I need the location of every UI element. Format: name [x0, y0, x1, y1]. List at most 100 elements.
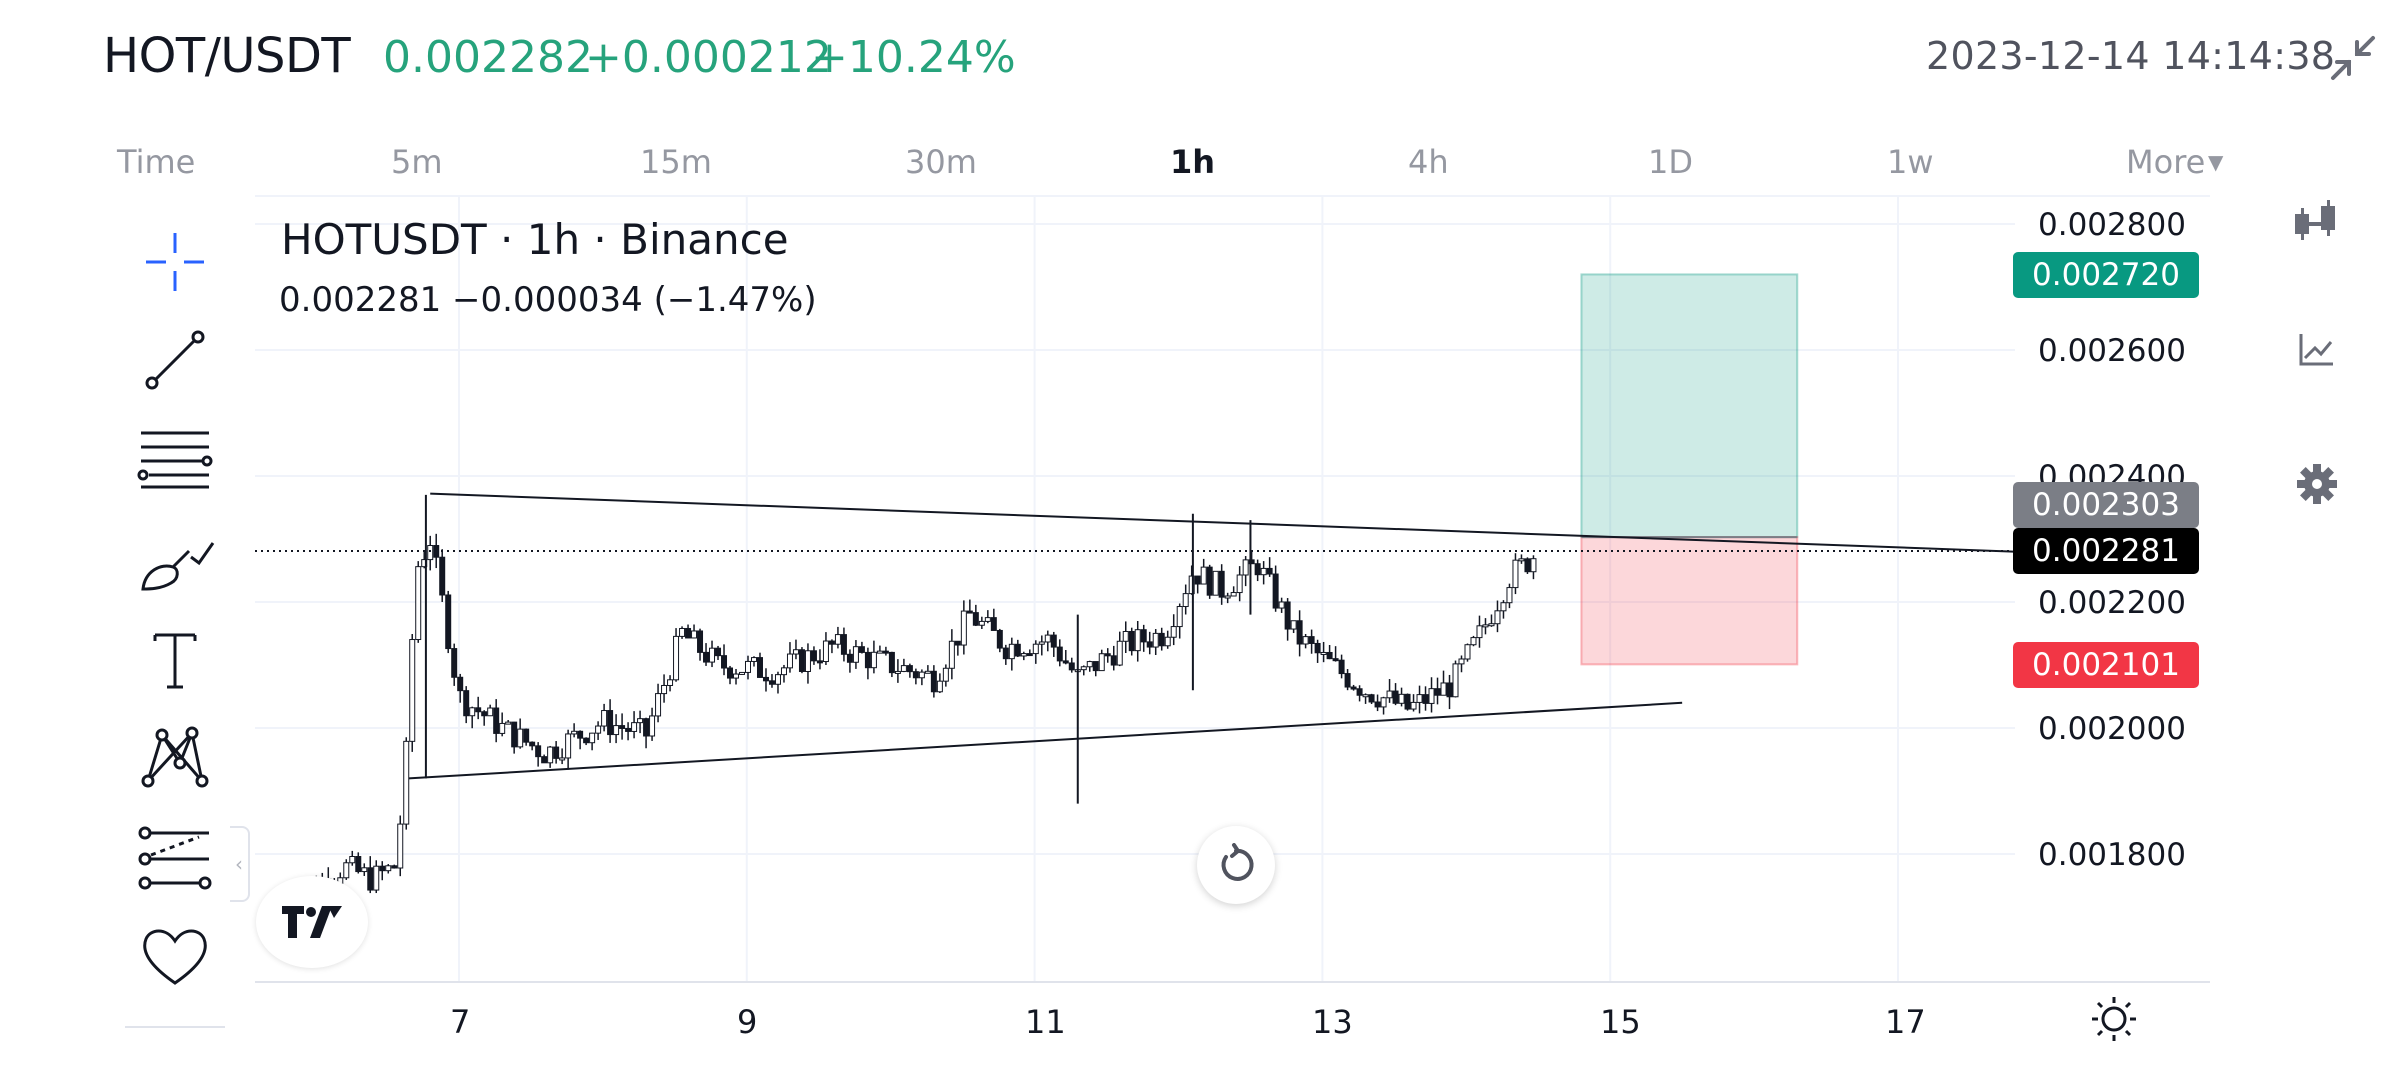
text-icon — [153, 633, 197, 689]
brush-tool[interactable] — [130, 522, 220, 602]
tradingview-logo[interactable] — [256, 876, 368, 968]
candle-body — [1218, 570, 1225, 598]
fib-retracement-tool[interactable] — [130, 418, 220, 498]
tab-more[interactable]: More — [2126, 143, 2206, 181]
candle-body — [613, 725, 620, 736]
y-tick-label: 0.002800 — [2038, 207, 2186, 243]
candle-body — [1284, 601, 1291, 630]
chart-legend-title[interactable]: HOTUSDT · 1h · Binance — [281, 215, 789, 264]
candle-body — [870, 651, 877, 669]
y-tick-label: 0.002000 — [2038, 711, 2186, 747]
pattern-tool[interactable] — [130, 716, 220, 796]
indicators-icon — [2299, 334, 2333, 366]
candle-body — [852, 646, 859, 663]
candle-body — [864, 651, 871, 669]
candle-body — [816, 660, 823, 664]
candle-body — [996, 629, 1003, 649]
candle-body — [1056, 646, 1063, 662]
candle-body — [1050, 634, 1057, 648]
theme-toggle-button[interactable] — [2090, 995, 2138, 1043]
candle-body — [1308, 636, 1315, 644]
candle-body — [1350, 686, 1357, 690]
tab-1h[interactable]: 1h — [1170, 143, 1216, 181]
tab-time[interactable]: Time — [117, 143, 196, 181]
x-tick-label: 9 — [737, 1003, 758, 1041]
tab-15m[interactable]: 15m — [640, 143, 712, 181]
symbol-title[interactable]: HOT/USDT — [103, 28, 351, 84]
toolbar-collapse-tab[interactable]: ‹ — [230, 826, 250, 902]
candle-body — [667, 679, 674, 686]
candle-body — [1140, 629, 1147, 643]
stop-loss-zone — [1580, 536, 1799, 666]
chart-legend-values: 0.002281 −0.000034 (−1.47%) — [279, 280, 817, 320]
settings-button[interactable] — [2285, 452, 2349, 516]
candle-body — [1008, 643, 1015, 660]
reset-chart-button[interactable] — [1197, 826, 1275, 904]
candle-body — [367, 867, 374, 891]
candle-body — [403, 740, 410, 825]
candle-body — [918, 671, 925, 679]
tab-4h[interactable]: 4h — [1408, 143, 1449, 181]
trend-line-tool[interactable] — [130, 320, 220, 400]
candle-body — [1398, 693, 1405, 704]
candle-body — [535, 745, 542, 758]
candle-body — [355, 856, 362, 873]
chart-type-button[interactable] — [2285, 190, 2349, 254]
x-tick-label: 15 — [1600, 1003, 1641, 1041]
candle-body — [1386, 690, 1393, 699]
candle-body — [984, 617, 991, 622]
tab-5m[interactable]: 5m — [391, 143, 443, 181]
y-tick-label: 0.002200 — [2038, 585, 2186, 621]
x-tick-label: 11 — [1025, 1003, 1066, 1041]
candle-body — [960, 610, 967, 646]
favorites-tool[interactable] — [130, 916, 220, 996]
exit-fullscreen-button[interactable] — [2325, 30, 2381, 86]
candle-body — [1374, 701, 1381, 708]
candle-body — [1266, 567, 1273, 575]
tab-1w[interactable]: 1w — [1887, 143, 1934, 181]
candle-body — [1002, 647, 1009, 660]
candle-body — [1476, 625, 1483, 639]
candle-body — [948, 640, 955, 669]
crosshair-tool[interactable] — [130, 222, 220, 302]
candle-body — [1038, 641, 1045, 645]
candle-body — [894, 670, 901, 674]
candle-body — [906, 665, 913, 673]
candle-body — [1236, 574, 1243, 594]
candle-body — [1404, 693, 1411, 710]
forecast-tool[interactable] — [130, 818, 220, 898]
sun-icon — [2092, 997, 2136, 1041]
candle-body — [1254, 563, 1261, 576]
candle-body — [786, 653, 793, 669]
candle-body — [1212, 570, 1219, 596]
brush-icon — [141, 542, 215, 591]
candle-body — [445, 594, 452, 650]
candle-body — [457, 676, 464, 692]
candle-body — [565, 733, 572, 759]
candle-body — [798, 649, 805, 672]
candle-body — [1512, 559, 1519, 589]
price-change-percent: +10.24% — [811, 32, 1016, 83]
candle-body — [523, 728, 530, 743]
tab-1d[interactable]: 1D — [1648, 143, 1693, 181]
candle-body — [1464, 644, 1471, 660]
candle-body — [361, 867, 368, 873]
candle-body — [882, 650, 889, 654]
candle-body — [1470, 637, 1477, 646]
tab-30m[interactable]: 30m — [905, 143, 977, 181]
favorites-heart-icon — [143, 929, 207, 985]
candle-body — [972, 612, 979, 626]
candle-body — [1524, 558, 1531, 573]
indicators-button[interactable] — [2285, 318, 2349, 382]
candle-body — [846, 653, 853, 663]
candle-body — [595, 725, 602, 734]
text-tool[interactable] — [130, 620, 220, 700]
candle-body — [1326, 651, 1333, 660]
candle-body — [1296, 620, 1303, 645]
candle-body — [942, 667, 949, 682]
candle-body — [1416, 694, 1423, 703]
candle-body — [1032, 643, 1039, 655]
candle-body — [834, 634, 841, 645]
candle-body — [1302, 636, 1309, 645]
